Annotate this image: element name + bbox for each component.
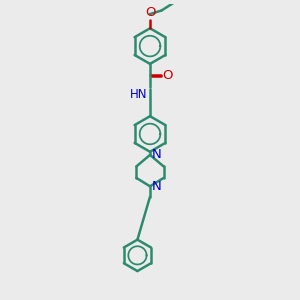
Text: O: O: [163, 69, 173, 82]
Text: N: N: [152, 148, 162, 161]
Text: HN: HN: [130, 88, 148, 101]
Text: N: N: [152, 180, 162, 193]
Text: O: O: [145, 6, 155, 19]
